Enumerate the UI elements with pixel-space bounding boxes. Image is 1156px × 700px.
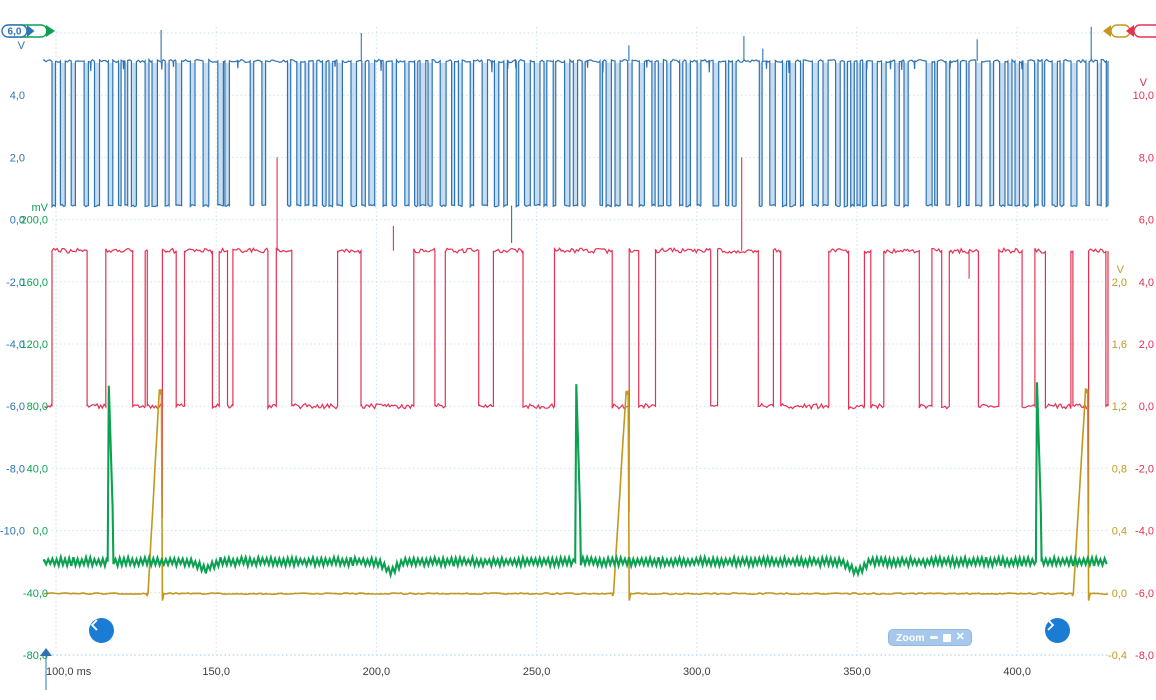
zoom-panel[interactable]: Zoom ✕ [888, 629, 972, 646]
axis-tick-label: -4,0 [6, 339, 25, 351]
axis-time: 100,0 ms 150,0 200,0 250,0 300,0 350,0 400,0 [46, 666, 1031, 678]
chevron-left-icon [90, 619, 98, 631]
level-marker-yellow[interactable] [1103, 24, 1131, 38]
trace-ch3-green [42, 382, 1108, 580]
axis-tick-label: 0,0 [10, 215, 25, 227]
axis-tick-label: -4,0 [1135, 526, 1154, 538]
axis-tick-label: -40,0 [23, 588, 48, 600]
axis-right_yellow: V2,0 1,6 1,2 0,8 0,4 0,0 -0,4 [1108, 264, 1127, 662]
time-tick-label: 200,0 [363, 666, 391, 678]
axis-tick-label: -6,0 [6, 401, 25, 413]
axis-left_blue: V 4,0 2,0 0,0 -2,0 -4,0 -6,0 -8,0 -10,0 [0, 40, 26, 538]
axis-tick-label: 4,0 [10, 90, 25, 102]
scroll-left-button[interactable] [89, 618, 114, 643]
axis-unit-label: V [1117, 264, 1125, 276]
level-marker-red[interactable] [1126, 24, 1156, 38]
axis-tick-label: 0,0 [1139, 401, 1154, 413]
axis-tick-label: -2,0 [6, 277, 25, 289]
axis-tick-label: 120,0 [20, 339, 48, 351]
axis-tick-label: 0,4 [1112, 526, 1127, 538]
grid [40, 27, 1108, 656]
minimize-icon[interactable] [929, 636, 938, 639]
axis-tick-label: 0,0 [33, 526, 48, 538]
axis-unit-label: V [18, 40, 26, 52]
axis-tick-label: -8,0 [6, 463, 25, 475]
time-tick-label: 350,0 [843, 666, 871, 678]
axis-tick-label: 8,0 [1139, 152, 1154, 164]
scroll-right-button[interactable] [1045, 618, 1070, 643]
axis-tick-label: -0,4 [1108, 650, 1127, 662]
axis-tick-label: 1,2 [1112, 401, 1127, 413]
axis-tick-label: 1,6 [1112, 339, 1127, 351]
level-marker-label: 6,0 [8, 27, 22, 38]
level-marker-blue[interactable]: 6,0 [1, 24, 35, 38]
axis-tick-label: 200,0 [20, 215, 48, 227]
axis-tick-label: 2,0 [1112, 277, 1127, 289]
close-icon[interactable]: ✕ [955, 631, 965, 643]
markers: 6,0 [1, 24, 1156, 690]
time-tick-label: 100,0 ms [46, 666, 92, 678]
axis-right_red: V10,0 8,0 6,0 4,0 2,0 0,0 -2,0 -4,0 -6,0 -8,0 [1133, 77, 1154, 662]
time-tick-label: 250,0 [523, 666, 551, 678]
axis-tick-label: -2,0 [1135, 463, 1154, 475]
axis-tick-label: 10,0 [1133, 90, 1154, 102]
time-tick-label: 150,0 [202, 666, 230, 678]
axis-tick-label: 2,0 [1139, 339, 1154, 351]
trigger-marker[interactable] [40, 648, 52, 690]
axis-tick-label: -6,0 [1135, 588, 1154, 600]
axis-tick-label: 6,0 [1139, 215, 1154, 227]
axis-tick-label: 80,0 [27, 401, 48, 413]
axis-tick-label: 0,0 [1112, 588, 1127, 600]
time-tick-label: 400,0 [1003, 666, 1031, 678]
zoom-panel-title: Zoom [896, 631, 925, 644]
axis-tick-label: 0,8 [1112, 463, 1127, 475]
maximize-icon[interactable] [942, 633, 951, 642]
axis-tick-label: -8,0 [1135, 650, 1154, 662]
trace-ch1-blue [43, 26, 1109, 243]
trace-ch4-yellow [43, 388, 1109, 601]
axis-tick-label: 2,0 [10, 152, 25, 164]
axis-tick-label: 160,0 [20, 277, 48, 289]
axis-unit-label: V [1140, 77, 1148, 89]
axis-tick-label: 40,0 [27, 463, 48, 475]
time-tick-label: 300,0 [683, 666, 711, 678]
axis-unit-label: mV [32, 202, 49, 214]
axis-tick-label: 4,0 [1139, 277, 1154, 289]
chevron-right-icon [1047, 619, 1055, 631]
axis-tick-label: -80,0 [23, 650, 48, 662]
axis-tick-label: -10,0 [0, 526, 25, 538]
